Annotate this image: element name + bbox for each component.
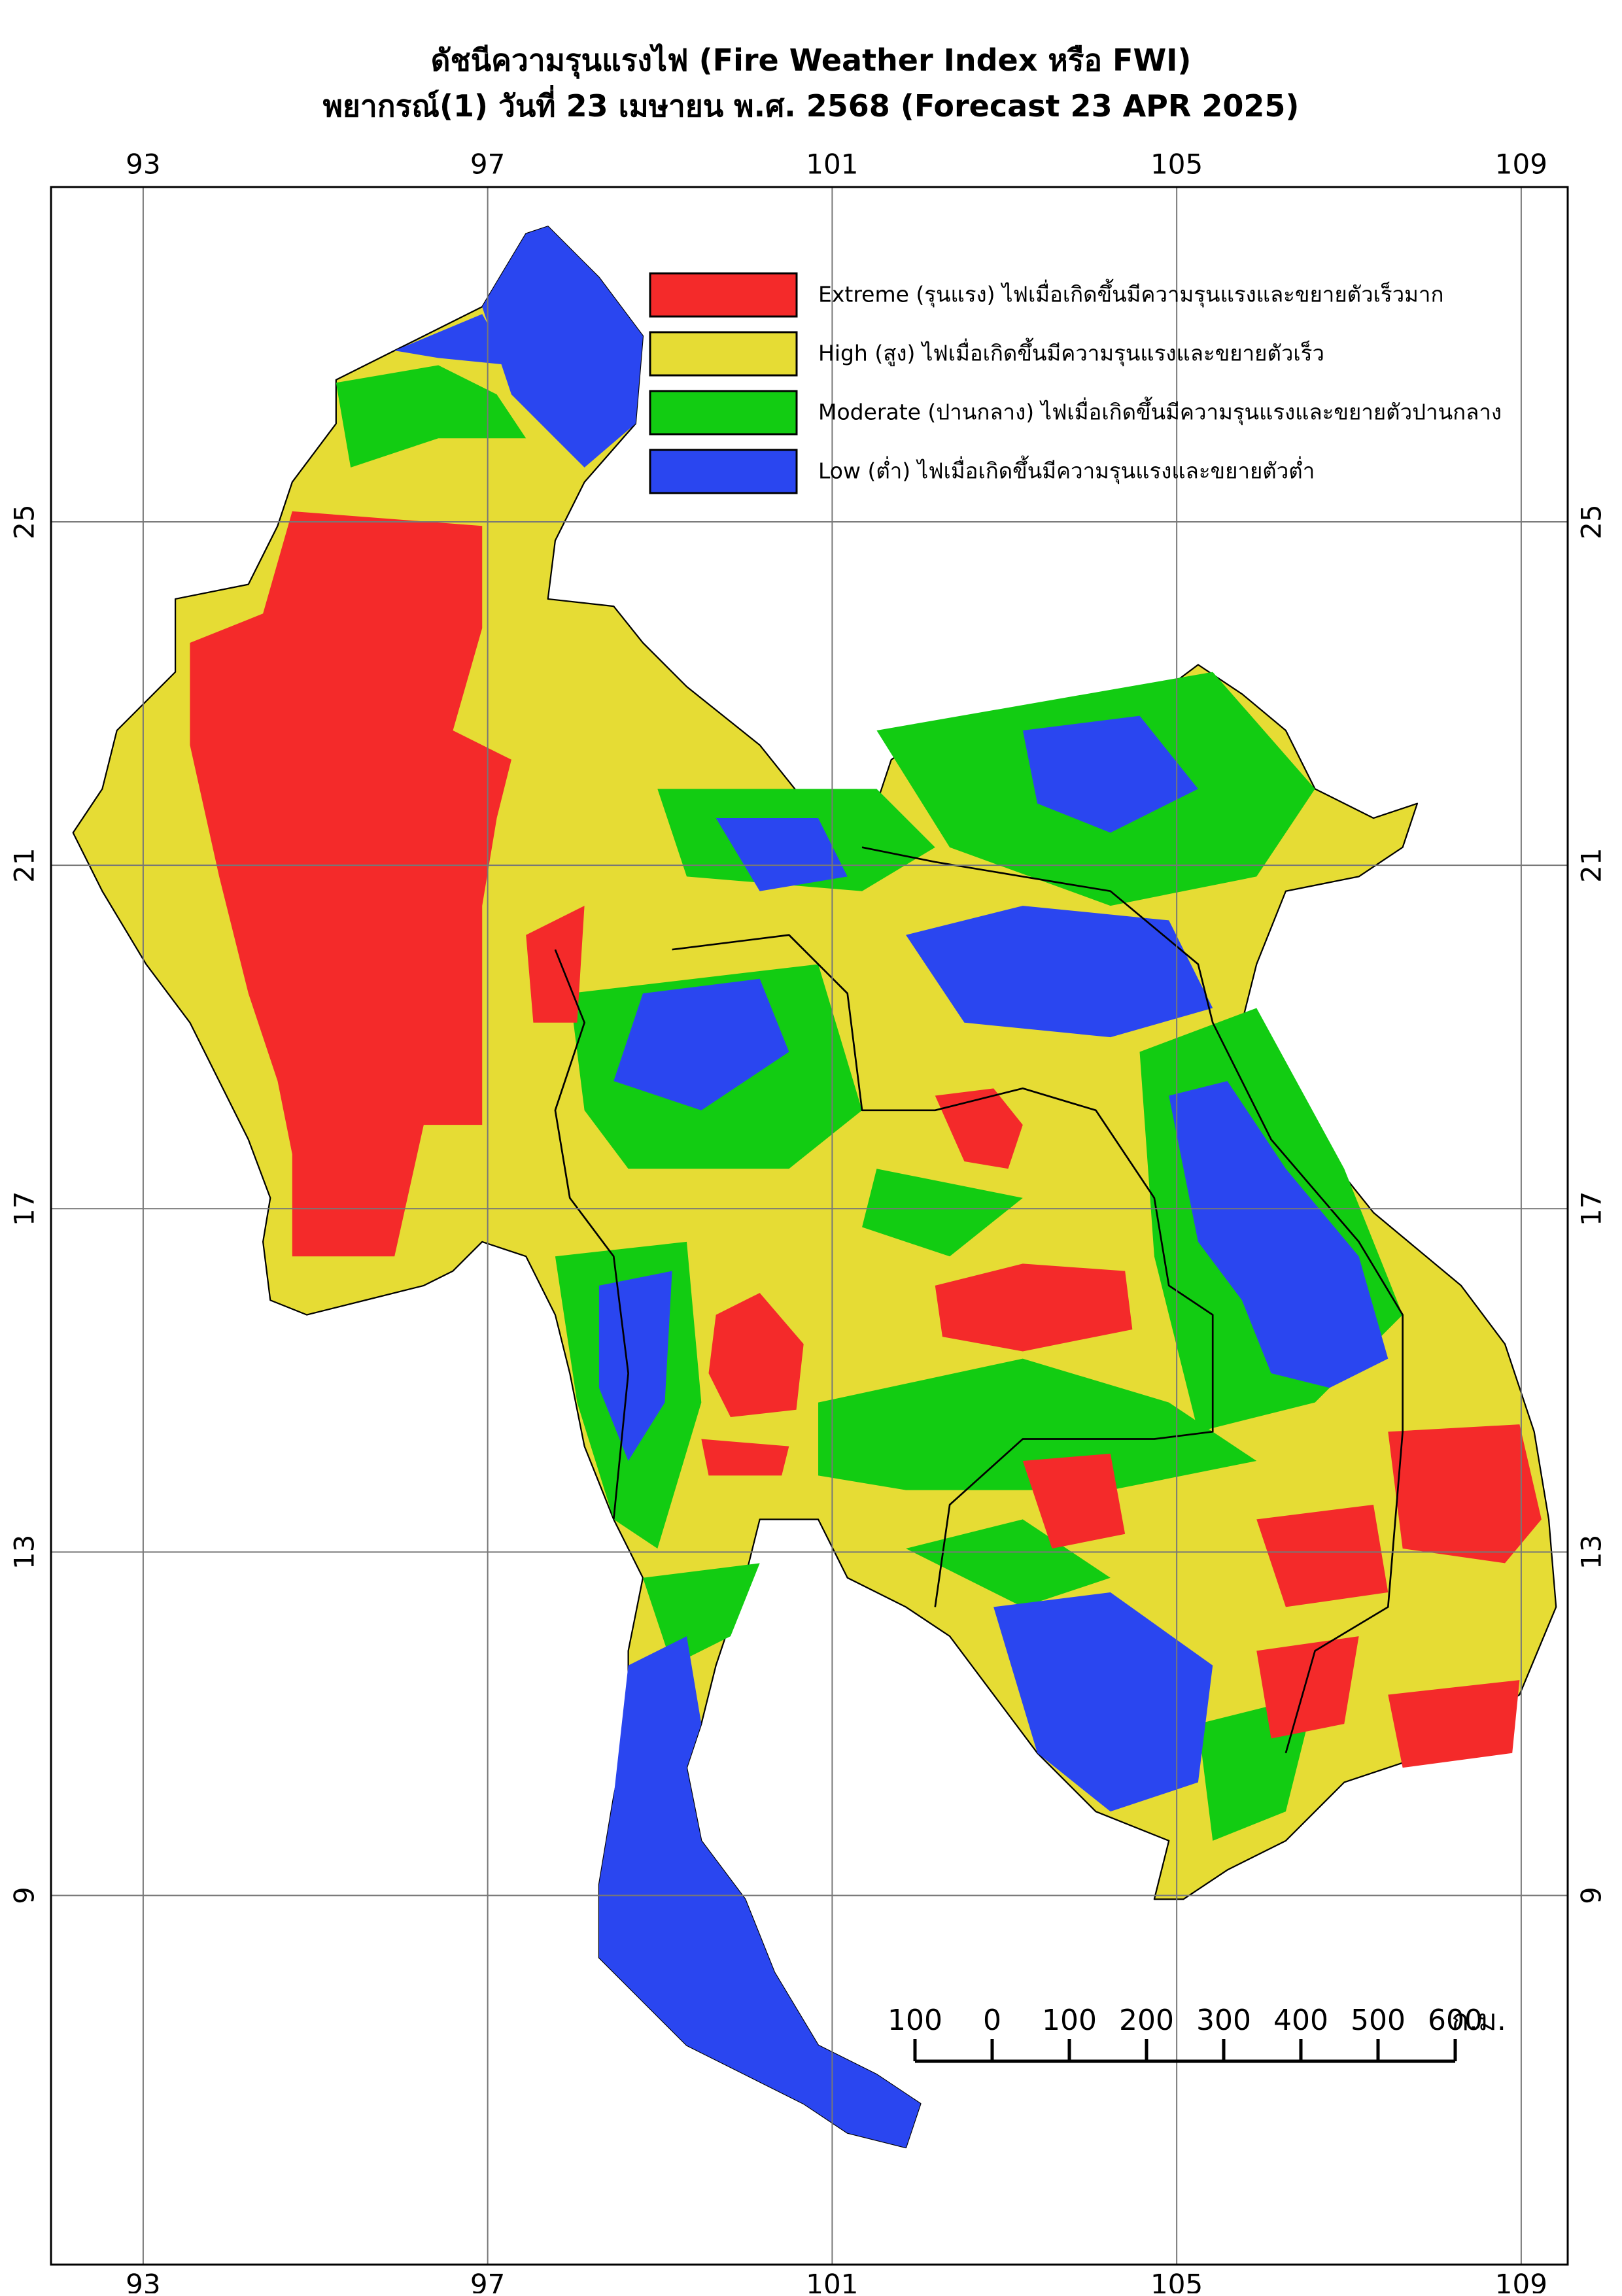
map-title: ดัชนีความรุนแรงไฟ (Fire Weather Index หร… — [431, 43, 1192, 79]
legend-swatch — [649, 449, 798, 494]
lon-label-bottom: 101 — [806, 2269, 858, 2294]
lat-label-left: 17 — [9, 1191, 41, 1226]
lat-label-left: 21 — [9, 848, 41, 882]
legend-label: Extreme (รุนแรง) ไฟเมื่อเกิดขึ้นมีความรุ… — [818, 279, 1443, 308]
scale-label: 100 — [888, 2004, 942, 2037]
lat-label-right: 17 — [1576, 1191, 1608, 1226]
lat-label-right: 13 — [1576, 1535, 1608, 1569]
border-line — [672, 934, 1214, 1607]
scale-label: 500 — [1351, 2004, 1406, 2037]
fwi-raster — [72, 226, 1557, 2149]
graticule: 93 93 97 97 101 101 105 105 109 109 25 25 21 21 17 17 13… — [9, 148, 1608, 2296]
legend-swatch — [649, 390, 798, 436]
lon-label-bottom: 105 — [1150, 2269, 1203, 2294]
legend-label: Low (ต่ำ) ไฟเมื่อเกิดขึ้นมีความรุนแรงและ… — [818, 456, 1315, 485]
lat-label-left: 9 — [9, 1887, 41, 1904]
lon-label-bottom: 109 — [1495, 2269, 1547, 2294]
area-extreme — [190, 511, 1542, 1768]
scale-label: 100 — [1042, 2004, 1097, 2037]
lat-label-left: 25 — [9, 504, 41, 539]
map-area — [72, 226, 1557, 2149]
legend-label: High (สูง) ไฟเมื่อเกิดขึ้นมีความรุนแรงแล… — [818, 338, 1324, 367]
lat-label-right: 21 — [1576, 848, 1608, 882]
scale-label: 0 — [983, 2004, 1001, 2037]
scale-label: 200 — [1119, 2004, 1174, 2037]
lon-label-top: 105 — [1150, 148, 1203, 180]
scale-label: 600 — [1428, 2004, 1483, 2037]
scale-label: 400 — [1273, 2004, 1328, 2037]
lon-label-top: 97 — [470, 148, 505, 180]
scale-unit: ก.ม. — [1451, 2004, 1506, 2037]
lat-label-right: 9 — [1576, 1887, 1608, 1904]
lon-label-top: 93 — [126, 148, 160, 180]
map-subtitle: พยากรณ์(1) วันที่ 23 เมษายน พ.ศ. 2568 (F… — [323, 85, 1300, 124]
scale-label: 300 — [1196, 2004, 1251, 2037]
legend-swatch — [649, 331, 798, 377]
legend-label: Moderate (ปานกลาง) ไฟเมื่อเกิดขึ้นมีความ… — [818, 397, 1502, 426]
lon-label-top: 101 — [806, 148, 858, 180]
border-line — [554, 949, 629, 1520]
map-frame — [50, 186, 1569, 2266]
country-borders — [554, 846, 1404, 1754]
legend-swatch — [649, 272, 798, 318]
border-line — [861, 846, 1404, 1754]
legend: Extreme (รุนแรง) ไฟเมื่อเกิดขึ้นมีความรุ… — [649, 272, 1502, 494]
lon-label-top: 109 — [1495, 148, 1547, 180]
lon-label-bottom: 97 — [470, 2269, 505, 2294]
lat-label-left: 13 — [9, 1535, 41, 1569]
area-low — [394, 226, 1389, 2148]
lon-label-bottom: 93 — [126, 2269, 160, 2294]
lat-label-right: 25 — [1576, 504, 1608, 539]
